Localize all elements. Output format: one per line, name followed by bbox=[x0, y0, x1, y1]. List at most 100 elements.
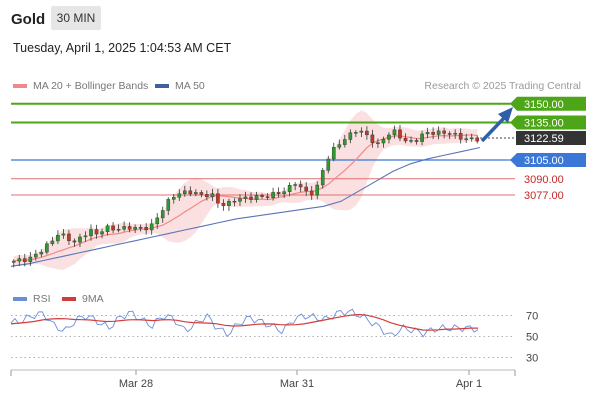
current-price-label: 3122.59 bbox=[524, 133, 564, 145]
pivot-tag-3105.00 bbox=[510, 153, 586, 167]
candle-body bbox=[39, 251, 44, 255]
legend-rsi-ma: 9MA bbox=[62, 293, 104, 305]
candle-body bbox=[348, 132, 353, 140]
candles bbox=[11, 124, 480, 268]
candle-body bbox=[56, 234, 60, 242]
ma50-label: MA 50 bbox=[175, 80, 205, 92]
candle-body bbox=[78, 236, 82, 243]
candle-body bbox=[458, 132, 463, 140]
candle-body bbox=[425, 132, 430, 135]
support-label-3077.00: 3077.00 bbox=[524, 190, 564, 202]
candle-body bbox=[122, 226, 126, 230]
candle-body bbox=[116, 228, 121, 231]
candle-body bbox=[249, 196, 253, 200]
legend-rsi: RSI bbox=[13, 293, 51, 305]
candle-body bbox=[127, 226, 132, 230]
x-tick-label: Mar 28 bbox=[119, 378, 153, 390]
legend-ma20: MA 20 + Bollinger Bands bbox=[13, 80, 148, 92]
candle-body bbox=[447, 133, 452, 135]
candle-body bbox=[155, 217, 160, 225]
candle-body bbox=[45, 243, 49, 253]
candle-body bbox=[469, 137, 474, 140]
candle-body bbox=[276, 192, 281, 194]
candle-body bbox=[436, 130, 441, 135]
candle-body bbox=[22, 258, 27, 262]
timeframe-badge[interactable]: 30 MIN bbox=[51, 6, 101, 30]
current-price-tag bbox=[516, 131, 586, 146]
candle-body bbox=[177, 193, 182, 198]
bollinger-band-fill bbox=[13, 110, 478, 270]
candle-body bbox=[138, 227, 143, 229]
ma50-line bbox=[10, 146, 481, 267]
candle-body bbox=[17, 258, 22, 262]
pivot-label-3105.00: 3105.00 bbox=[524, 155, 564, 167]
candle-body bbox=[392, 129, 397, 136]
candle-body bbox=[210, 193, 215, 198]
ma20-label: MA 20 + Bollinger Bands bbox=[33, 80, 149, 92]
candle-body bbox=[72, 240, 77, 243]
candle-body bbox=[359, 130, 364, 133]
candle-body bbox=[343, 139, 347, 145]
candle-body bbox=[414, 140, 419, 142]
timestamp: Tuesday, April 1, 2025 1:04:53 AM CET bbox=[13, 41, 232, 55]
candle-body bbox=[331, 147, 336, 160]
candle-body bbox=[199, 192, 204, 195]
rsi-line bbox=[10, 308, 479, 338]
candle-body bbox=[420, 133, 424, 142]
time-axis: Mar 28 Mar 31 Apr 1 bbox=[10, 369, 516, 390]
candle-body bbox=[387, 134, 391, 140]
rsi-ma-line bbox=[10, 313, 478, 331]
candle-body bbox=[227, 200, 231, 207]
level-labels: 3150.00 3135.00 3122.59 3105.00 3090.00 3077.… bbox=[480, 96, 586, 202]
trend-arrow-shaft bbox=[480, 115, 507, 143]
source-credit: Research © 2025 Trading Central bbox=[424, 80, 581, 92]
candle-body bbox=[287, 185, 292, 192]
candle-body bbox=[376, 142, 380, 144]
candle-body bbox=[298, 184, 303, 188]
ma20-swatch bbox=[13, 84, 27, 89]
resistance-tag-3135.00 bbox=[510, 115, 586, 130]
resistance-label-3150.00: 3150.00 bbox=[524, 99, 564, 111]
rsi-level-label-70: 70 bbox=[526, 311, 538, 323]
legend-ma50: MA 50 bbox=[155, 80, 205, 92]
candle-body bbox=[171, 197, 176, 200]
candle-body bbox=[67, 233, 71, 242]
candle-body bbox=[431, 132, 435, 135]
candle-body bbox=[34, 253, 38, 258]
candle-body bbox=[238, 198, 242, 202]
rsi-panel: 70 50 30 bbox=[10, 308, 538, 365]
candle-body bbox=[188, 190, 193, 195]
candle-body bbox=[475, 137, 480, 142]
instrument-title: Gold bbox=[11, 11, 46, 28]
candle-body bbox=[89, 229, 93, 237]
candle-body bbox=[216, 193, 220, 204]
rsi-ma-swatch bbox=[62, 297, 76, 302]
candle-body bbox=[442, 130, 446, 134]
candle-body bbox=[160, 210, 165, 219]
candle-body bbox=[403, 137, 408, 142]
candle-body bbox=[282, 191, 286, 194]
candle-body bbox=[221, 203, 226, 207]
candle-body bbox=[260, 195, 264, 197]
candle-body bbox=[398, 129, 402, 139]
resistance-label-3135.00: 3135.00 bbox=[524, 118, 564, 130]
candle-body bbox=[144, 227, 148, 231]
candle-body bbox=[370, 134, 375, 143]
candle-body bbox=[133, 227, 137, 230]
x-tick-label: Mar 31 bbox=[280, 378, 314, 390]
candle-body bbox=[304, 186, 308, 192]
candle-body bbox=[254, 195, 259, 200]
candle-body bbox=[293, 184, 297, 186]
candle-body bbox=[309, 190, 314, 196]
candle-body bbox=[149, 223, 154, 231]
candle-body bbox=[320, 170, 325, 186]
candle-body bbox=[409, 140, 413, 142]
candle-body bbox=[271, 192, 275, 198]
candle-body bbox=[453, 132, 457, 135]
rsi-ma-label: 9MA bbox=[82, 293, 104, 305]
candle-body bbox=[111, 225, 115, 231]
candle-body bbox=[326, 158, 331, 171]
rsi-level-label-50: 50 bbox=[526, 332, 538, 344]
bollinger-band bbox=[13, 110, 478, 270]
